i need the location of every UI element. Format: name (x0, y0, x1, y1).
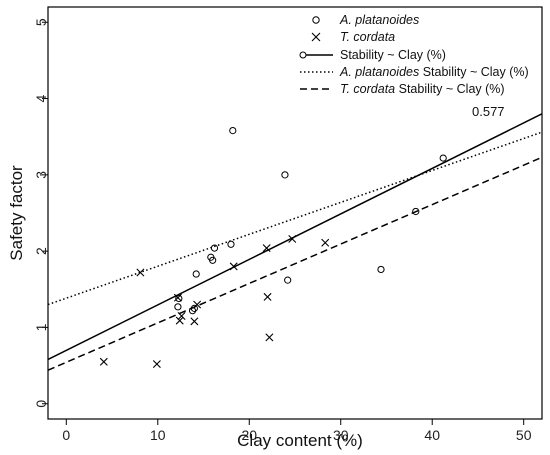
axes: 0 10 20 30 40 50 0 1 2 3 4 5 (33, 18, 532, 443)
data-points (99, 127, 447, 369)
point-a-platanoides (284, 276, 292, 284)
x-axis-title: Clay content (%) (237, 431, 363, 450)
point-a-platanoides (281, 171, 289, 179)
point-t-cordata (190, 317, 199, 326)
point-t-cordata (175, 316, 184, 325)
point-t-cordata (262, 244, 271, 253)
y-axis-title: Safety factor (7, 165, 26, 261)
point-t-cordata (152, 360, 161, 369)
x-tick-label: 10 (150, 427, 166, 443)
y-tick-label: 0 (33, 400, 49, 408)
point-t-cordata (99, 357, 108, 366)
point-a-platanoides (190, 304, 198, 312)
legend-item-a-platanoides-fit: A. platanoides Stability ~ Clay (%) (300, 65, 529, 79)
legend-circle-marker (312, 16, 320, 24)
point-a-platanoides (439, 154, 447, 162)
trend-line-dotted (48, 131, 542, 306)
point-t-cordata (265, 333, 274, 342)
annotation-label: 0.577 (472, 104, 505, 119)
y-tick-label: 2 (33, 247, 49, 255)
legend-label: T. cordata (340, 30, 395, 44)
x-tick-label: 50 (516, 427, 532, 443)
legend-item-a-platanoides: A. platanoides (312, 13, 419, 27)
legend-circle-marker (299, 51, 307, 59)
point-a-platanoides (192, 270, 200, 278)
point-a-platanoides (227, 240, 235, 248)
point-a-platanoides (210, 244, 219, 252)
point-a-platanoides (209, 256, 217, 264)
legend-label: Stability ~ Clay (%) (340, 48, 446, 62)
legend-item-t-cordata: T. cordata (311, 30, 395, 44)
legend: A. platanoides T. cordata Stability ~ Cl… (299, 13, 529, 96)
legend-label: T. cordata Stability ~ Clay (%) (340, 82, 505, 96)
legend-cross-marker (311, 32, 321, 42)
point-a-platanoides (377, 265, 385, 274)
legend-label: A. platanoides Stability ~ Clay (%) (339, 65, 529, 79)
point-t-cordata (177, 312, 186, 320)
x-tick-label: 20 (241, 427, 257, 443)
point-t-cordata (321, 238, 330, 247)
point-t-cordata (193, 300, 202, 309)
point-t-cordata (173, 293, 182, 302)
x-tick-label: 0 (62, 427, 70, 443)
plot-frame (47, 6, 543, 420)
trend-line-dashed (48, 156, 542, 371)
point-a-platanoides (174, 303, 182, 311)
legend-item-overall-fit: Stability ~ Clay (%) (299, 48, 446, 62)
point-a-platanoides (412, 207, 420, 216)
point-a-platanoides (175, 294, 183, 303)
legend-label: A. platanoides (339, 13, 419, 27)
point-t-cordata (136, 268, 145, 277)
point-t-cordata (229, 262, 238, 271)
point-a-platanoides (229, 127, 237, 135)
y-tick-label: 1 (33, 323, 49, 331)
y-tick-label: 5 (33, 18, 49, 26)
y-tick-label: 4 (33, 94, 49, 102)
point-t-cordata (263, 292, 272, 301)
point-a-platanoides (188, 307, 197, 315)
y-tick-label: 3 (33, 171, 49, 179)
x-tick-label: 30 (333, 427, 349, 443)
legend-item-t-cordata-fit: T. cordata Stability ~ Clay (%) (300, 82, 505, 96)
point-t-cordata (288, 234, 297, 243)
x-tick-label: 40 (424, 427, 440, 443)
